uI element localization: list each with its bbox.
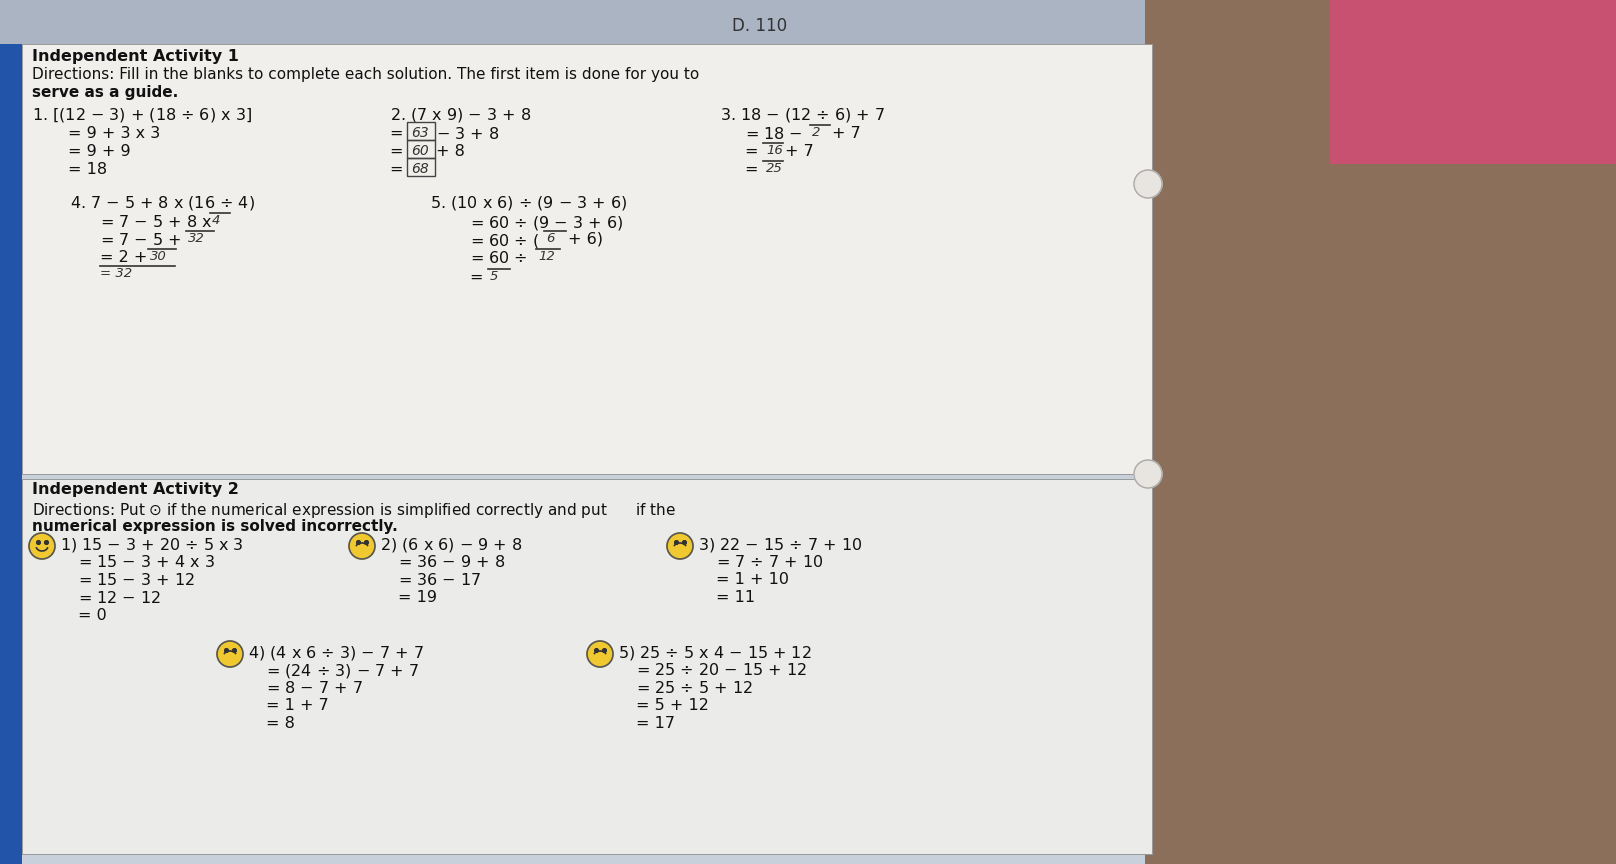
FancyBboxPatch shape: [23, 479, 1152, 854]
Text: =: =: [389, 144, 409, 159]
Text: = 2 +: = 2 +: [100, 250, 152, 265]
Text: 68: 68: [410, 162, 428, 176]
Text: = 60 $\div$ (9 $-$ 3 + 6): = 60 $\div$ (9 $-$ 3 + 6): [470, 214, 624, 232]
Text: = 15 $-$ 3 + 12: = 15 $-$ 3 + 12: [78, 572, 196, 588]
Circle shape: [1134, 170, 1162, 198]
Circle shape: [217, 641, 242, 667]
Text: 2. (7 x 9) $-$ 3 + 8: 2. (7 x 9) $-$ 3 + 8: [389, 106, 532, 124]
Text: = 18 $-$: = 18 $-$: [745, 126, 805, 142]
Text: = 8 $-$ 7 + 7: = 8 $-$ 7 + 7: [267, 680, 362, 696]
Text: =: =: [745, 162, 764, 177]
Text: =: =: [389, 126, 409, 141]
Text: + 6): + 6): [567, 232, 603, 247]
Text: = 7 $-$ 5 +: = 7 $-$ 5 +: [100, 232, 183, 248]
Text: 30: 30: [150, 250, 166, 263]
Circle shape: [587, 641, 612, 667]
Circle shape: [29, 533, 55, 559]
Text: 16: 16: [766, 144, 782, 157]
Text: + 7: + 7: [832, 126, 861, 141]
Text: = 36 $-$ 17: = 36 $-$ 17: [398, 572, 482, 588]
Text: + 8: + 8: [436, 144, 465, 159]
Text: 32: 32: [187, 232, 205, 245]
FancyBboxPatch shape: [23, 44, 1152, 474]
Text: = 12 $-$ 12: = 12 $-$ 12: [78, 590, 162, 606]
Text: Directions: Put $\odot$ if the numerical expression is simplified correctly and : Directions: Put $\odot$ if the numerical…: [32, 501, 675, 520]
Text: = 25 $\div$ 5 + 12: = 25 $\div$ 5 + 12: [637, 680, 753, 696]
Text: =: =: [745, 144, 764, 159]
Text: 2) (6 x 6) $-$ 9 + 8: 2) (6 x 6) $-$ 9 + 8: [380, 536, 522, 554]
Text: = 8: = 8: [267, 716, 294, 731]
Text: Independent Activity 1: Independent Activity 1: [32, 49, 239, 64]
FancyBboxPatch shape: [1330, 0, 1616, 164]
Text: = 60 $\div$: = 60 $\div$: [470, 250, 530, 266]
Text: = 9 + 9: = 9 + 9: [68, 144, 131, 159]
Text: Independent Activity 2: Independent Activity 2: [32, 482, 239, 497]
Text: 63: 63: [410, 126, 428, 140]
Text: serve as a guide.: serve as a guide.: [32, 85, 178, 100]
Text: = 19: = 19: [398, 590, 436, 605]
Text: =: =: [389, 162, 409, 177]
Text: =: =: [470, 270, 488, 285]
Text: = 9 + 3 x 3: = 9 + 3 x 3: [68, 126, 160, 141]
Text: 60: 60: [410, 144, 428, 158]
Text: Directions: Fill in the blanks to complete each solution. The first item is done: Directions: Fill in the blanks to comple…: [32, 67, 700, 82]
FancyBboxPatch shape: [0, 0, 1616, 44]
Text: = 7 $-$ 5 + 8 x: = 7 $-$ 5 + 8 x: [100, 214, 213, 230]
FancyBboxPatch shape: [1146, 0, 1616, 864]
Text: 4: 4: [212, 214, 220, 227]
Text: = 11: = 11: [716, 590, 755, 605]
Text: = 36 $-$ 9 + 8: = 36 $-$ 9 + 8: [398, 554, 506, 570]
Text: 6: 6: [546, 232, 554, 245]
Text: 25: 25: [766, 162, 782, 175]
Text: = 0: = 0: [78, 608, 107, 623]
Circle shape: [667, 533, 693, 559]
Text: = 32: = 32: [100, 267, 133, 280]
Text: numerical expression is solved incorrectly.: numerical expression is solved incorrect…: [32, 519, 398, 534]
Text: = 17: = 17: [637, 716, 675, 731]
Text: = 1 + 7: = 1 + 7: [267, 698, 328, 713]
Text: $-$ 3 + 8: $-$ 3 + 8: [436, 126, 499, 142]
Text: D. 110: D. 110: [732, 17, 787, 35]
Text: = (24 $\div$ 3) $-$ 7 + 7: = (24 $\div$ 3) $-$ 7 + 7: [267, 662, 419, 680]
Text: 12: 12: [538, 250, 554, 263]
Text: 5. (10 x 6) $\div$ (9 $-$ 3 + 6): 5. (10 x 6) $\div$ (9 $-$ 3 + 6): [430, 194, 627, 212]
Circle shape: [1134, 460, 1162, 488]
Text: + 7: + 7: [785, 144, 814, 159]
FancyBboxPatch shape: [0, 44, 23, 864]
Text: = 60 $\div$ (: = 60 $\div$ (: [470, 232, 540, 250]
Text: 5) 25 $\div$ 5 x 4 $-$ 15 + 12: 5) 25 $\div$ 5 x 4 $-$ 15 + 12: [617, 644, 811, 662]
Text: = 7 $\div$ 7 + 10: = 7 $\div$ 7 + 10: [716, 554, 823, 570]
Text: = 15 $-$ 3 + 4 x 3: = 15 $-$ 3 + 4 x 3: [78, 554, 215, 570]
Text: = 18: = 18: [68, 162, 107, 177]
Text: 3. 18 $-$ (12 $\div$ 6) + 7: 3. 18 $-$ (12 $\div$ 6) + 7: [721, 106, 886, 124]
Text: 5: 5: [490, 270, 498, 283]
Text: 3) 22 $-$ 15 $\div$ 7 + 10: 3) 22 $-$ 15 $\div$ 7 + 10: [698, 536, 863, 554]
Circle shape: [349, 533, 375, 559]
Text: = 25 $\div$ 20 $-$ 15 + 12: = 25 $\div$ 20 $-$ 15 + 12: [637, 662, 806, 678]
Text: 4. 7 $-$ 5 + 8 x (16 $\div$ 4): 4. 7 $-$ 5 + 8 x (16 $\div$ 4): [69, 194, 255, 212]
Text: 4) (4 x 6 $\div$ 3) $-$ 7 + 7: 4) (4 x 6 $\div$ 3) $-$ 7 + 7: [247, 644, 423, 662]
Text: = 1 + 10: = 1 + 10: [716, 572, 789, 587]
Text: = 5 + 12: = 5 + 12: [637, 698, 709, 713]
Text: 1. [(12 $-$ 3) + (18 $\div$ 6) x 3]: 1. [(12 $-$ 3) + (18 $\div$ 6) x 3]: [32, 106, 252, 124]
Text: 2: 2: [811, 126, 821, 139]
Text: 1) 15 $-$ 3 + 20 $\div$ 5 x 3: 1) 15 $-$ 3 + 20 $\div$ 5 x 3: [60, 536, 244, 554]
